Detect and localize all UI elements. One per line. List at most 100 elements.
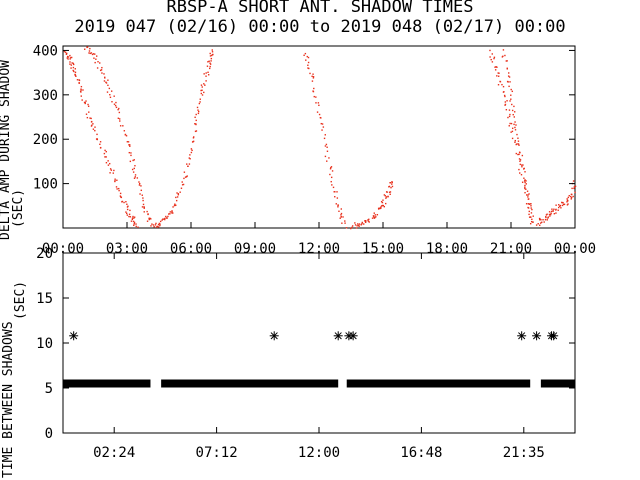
top-data-point — [72, 69, 74, 72]
top-data-point — [110, 90, 113, 92]
top-data-point — [312, 73, 314, 75]
top-data-point — [86, 116, 89, 119]
top-data-point — [210, 60, 212, 62]
top-data-point — [200, 84, 203, 86]
top-data-point — [94, 53, 96, 55]
top-data-point — [517, 137, 519, 139]
top-data-point — [491, 53, 493, 55]
top-data-point — [135, 223, 137, 225]
top-data-point — [80, 95, 82, 97]
top-data-point — [67, 56, 70, 58]
top-data-point — [573, 187, 575, 190]
top-data-point — [115, 106, 118, 109]
top-data-point — [89, 47, 91, 50]
top-data-point — [374, 214, 377, 216]
top-data-point — [522, 164, 524, 166]
top-data-point — [510, 98, 512, 100]
top-data-point — [557, 209, 559, 211]
top-data-point — [356, 225, 358, 227]
top-data-point — [209, 63, 212, 65]
top-data-point — [321, 129, 323, 131]
top-data-point — [563, 203, 566, 206]
top-data-point — [304, 52, 307, 55]
top-data-point — [183, 171, 186, 173]
top-data-point — [166, 217, 168, 219]
top-data-point — [107, 164, 110, 166]
top-data-point — [380, 206, 382, 208]
top-data-point — [199, 98, 201, 100]
top-data-point — [174, 204, 176, 207]
top-data-point — [132, 171, 135, 173]
bottom-data-point — [348, 331, 358, 341]
top-data-point — [74, 73, 76, 76]
top-data-point — [69, 63, 71, 65]
top-data-point — [172, 206, 174, 208]
top-data-point — [143, 211, 145, 213]
top-data-point — [125, 212, 128, 215]
top-data-point — [337, 206, 339, 208]
top-data-point — [150, 218, 152, 220]
top-data-point — [209, 62, 211, 64]
top-data-point — [550, 210, 553, 213]
top-data-point — [181, 184, 184, 186]
bottom-plot-y-unit: (SEC) — [13, 281, 28, 320]
top-data-point — [550, 212, 552, 215]
top-data-point — [104, 149, 106, 152]
top-data-point — [106, 91, 109, 93]
top-data-point — [119, 125, 122, 127]
asterisk-stroke — [349, 332, 357, 340]
top-data-point — [119, 192, 122, 195]
top-data-point — [151, 223, 153, 225]
top-data-point — [527, 207, 530, 209]
top-data-point — [516, 133, 518, 136]
top-data-point — [508, 115, 511, 118]
top-data-point — [325, 143, 328, 146]
top-data-point — [312, 90, 315, 93]
top-data-point — [572, 195, 574, 198]
top-data-point — [129, 160, 132, 163]
top-data-point — [182, 183, 185, 186]
top-data-point — [199, 101, 201, 103]
top-data-point — [84, 48, 86, 50]
top-data-point — [527, 196, 529, 198]
top-data-point — [181, 181, 183, 183]
top-data-point — [391, 181, 393, 184]
top-data-point — [113, 169, 115, 172]
top-data-point — [148, 217, 151, 220]
top-data-point — [511, 127, 514, 130]
top-data-point — [567, 200, 569, 202]
top-data-point — [132, 159, 134, 162]
top-data-point — [134, 174, 137, 176]
top-data-point — [133, 159, 135, 161]
top-data-point — [207, 61, 209, 63]
top-data-point — [141, 206, 144, 208]
top-data-point — [72, 63, 75, 66]
top-data-point — [320, 122, 322, 125]
top-data-point — [205, 75, 207, 77]
top-data-point — [130, 154, 132, 157]
top-data-point — [574, 191, 576, 194]
top-data-point — [524, 187, 526, 190]
top-data-point — [529, 222, 532, 225]
top-data-point — [330, 176, 333, 179]
bottom-plot: 0 5 10 15 20 02:24 07:12 12:00 16:48 21:35 TIME … — [1, 246, 576, 478]
top-data-point — [326, 150, 329, 152]
top-data-point — [527, 194, 529, 196]
top-data-point — [137, 226, 139, 228]
top-data-point — [531, 208, 533, 211]
top-data-point — [516, 143, 518, 145]
top-data-point — [99, 62, 101, 64]
top-data-point — [126, 203, 128, 205]
top-data-point — [388, 185, 391, 188]
top-data-point — [360, 224, 362, 226]
top-data-point — [532, 215, 534, 217]
top-data-point — [143, 207, 145, 209]
top-data-point — [329, 168, 332, 170]
top-data-point — [103, 152, 106, 155]
top-plot-x-ticks: 00:00 03:00 06:00 09:00 12:00 15:00 18:00 21:00… — [42, 222, 596, 257]
top-data-point — [94, 129, 96, 132]
chart-title-line1: RBSP-A SHORT ANT. SHADOW TIMES — [166, 0, 473, 17]
top-data-point — [383, 194, 386, 196]
top-data-point — [81, 99, 83, 101]
top-data-point — [115, 186, 118, 188]
